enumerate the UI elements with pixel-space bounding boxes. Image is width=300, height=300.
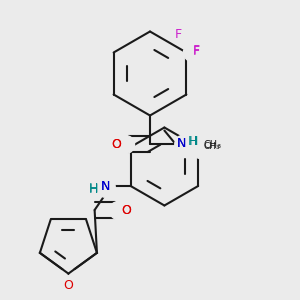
Text: H: H (189, 135, 198, 148)
Text: F: F (192, 44, 200, 58)
Text: O: O (111, 137, 121, 151)
Text: CH₃: CH₃ (204, 142, 220, 151)
Text: O: O (111, 137, 121, 151)
Text: O: O (122, 203, 131, 217)
Text: CH₃: CH₃ (204, 140, 222, 151)
Text: F: F (175, 28, 182, 41)
Text: F: F (193, 45, 200, 58)
Text: N: N (100, 179, 110, 193)
Text: O: O (122, 203, 131, 217)
Text: H: H (188, 135, 197, 148)
Text: N: N (100, 179, 110, 193)
Text: H: H (88, 182, 98, 196)
Text: N: N (177, 137, 186, 150)
Text: H: H (88, 183, 98, 196)
Text: O: O (64, 279, 73, 292)
Text: N: N (177, 137, 186, 150)
